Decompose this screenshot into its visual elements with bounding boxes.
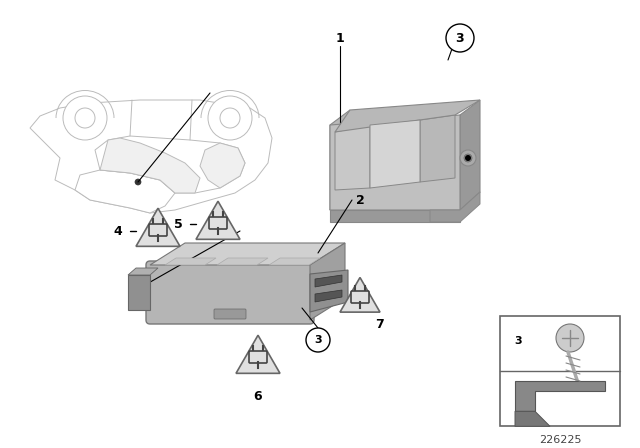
- Polygon shape: [236, 335, 280, 373]
- FancyBboxPatch shape: [209, 217, 227, 229]
- Circle shape: [135, 179, 141, 185]
- Polygon shape: [150, 243, 345, 265]
- Polygon shape: [315, 275, 342, 287]
- Polygon shape: [269, 258, 320, 265]
- Polygon shape: [310, 270, 348, 312]
- Text: 2: 2: [356, 194, 364, 207]
- Polygon shape: [335, 125, 370, 190]
- Text: 226225: 226225: [539, 435, 581, 445]
- Text: 3: 3: [314, 335, 322, 345]
- Polygon shape: [30, 100, 272, 213]
- Polygon shape: [330, 110, 350, 210]
- Circle shape: [208, 96, 252, 140]
- Polygon shape: [460, 100, 480, 210]
- Circle shape: [556, 324, 584, 352]
- Text: 4: 4: [114, 224, 122, 237]
- Polygon shape: [515, 411, 550, 426]
- Circle shape: [460, 150, 476, 166]
- FancyBboxPatch shape: [214, 309, 246, 319]
- Polygon shape: [165, 258, 216, 265]
- Polygon shape: [95, 136, 245, 193]
- Text: 5: 5: [173, 217, 182, 231]
- Polygon shape: [430, 192, 480, 222]
- Circle shape: [63, 96, 107, 140]
- Circle shape: [306, 328, 330, 352]
- Polygon shape: [330, 115, 460, 210]
- Text: 3: 3: [514, 336, 522, 346]
- Circle shape: [220, 108, 240, 128]
- Polygon shape: [75, 170, 175, 213]
- FancyBboxPatch shape: [351, 291, 369, 303]
- Polygon shape: [128, 275, 150, 310]
- Polygon shape: [310, 243, 345, 320]
- Circle shape: [465, 155, 471, 161]
- FancyBboxPatch shape: [146, 261, 314, 324]
- FancyBboxPatch shape: [149, 224, 167, 236]
- Polygon shape: [330, 192, 480, 210]
- Text: 3: 3: [456, 31, 464, 44]
- Polygon shape: [515, 381, 605, 411]
- Circle shape: [75, 108, 95, 128]
- Text: 6: 6: [253, 389, 262, 402]
- FancyBboxPatch shape: [500, 316, 620, 426]
- Polygon shape: [100, 138, 200, 193]
- Polygon shape: [217, 258, 268, 265]
- Polygon shape: [200, 143, 245, 188]
- Text: 1: 1: [335, 31, 344, 44]
- Polygon shape: [136, 208, 180, 246]
- Polygon shape: [330, 210, 460, 222]
- Text: 7: 7: [376, 318, 385, 331]
- Polygon shape: [128, 268, 158, 275]
- Polygon shape: [315, 290, 342, 302]
- Polygon shape: [370, 120, 420, 188]
- Circle shape: [446, 24, 474, 52]
- Polygon shape: [335, 100, 480, 132]
- Polygon shape: [420, 115, 455, 182]
- Polygon shape: [196, 201, 240, 239]
- Circle shape: [464, 154, 472, 162]
- Polygon shape: [340, 277, 380, 312]
- FancyBboxPatch shape: [249, 351, 267, 363]
